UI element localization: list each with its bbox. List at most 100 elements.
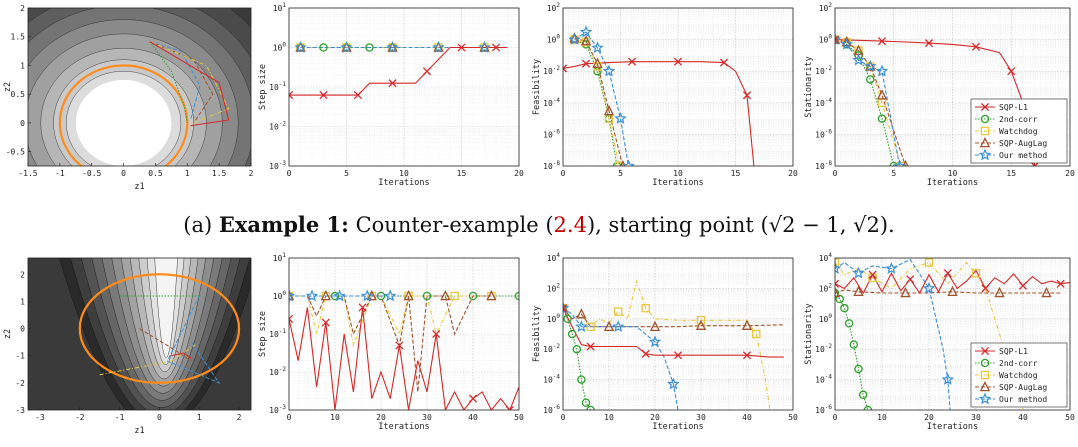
contour-fill [28, 8, 251, 166]
series-marker-SQP-L1 [673, 57, 683, 66]
trajectory-Watchdog [149, 41, 230, 124]
series-marker-SQP-L1 [1018, 281, 1028, 290]
y-tick-label: 10-6 [815, 404, 832, 415]
y-tick-label: 10-1 [269, 328, 286, 339]
series-marker-SQP-AugLag [433, 41, 444, 52]
series-marker-Our method [602, 64, 616, 77]
x-tick-label: 10 [948, 169, 958, 178]
y-tick-label: 104 [819, 252, 833, 263]
y-tick-label: 100 [547, 34, 561, 45]
series-line-Our method [835, 258, 951, 410]
x-axis-label: z1 [134, 426, 144, 436]
series-marker-SQP-L1 [981, 284, 990, 293]
y-tick-label: 104 [547, 252, 561, 263]
series-marker-Our method [840, 37, 854, 50]
series-marker-SQP-L1 [388, 79, 397, 88]
series-marker-SQP-L1 [491, 43, 501, 52]
x-tick-label: 50 [1065, 413, 1075, 422]
x-tick-label: 20 [514, 169, 524, 178]
series-marker-Watchdog [586, 322, 595, 331]
legend-label: 2nd-corr [999, 359, 1038, 368]
series-marker-Watchdog [613, 307, 623, 316]
series-marker-SQP-AugLag [741, 319, 753, 330]
y-tick-label: 102 [819, 2, 833, 13]
series-marker-SQP-L1 [289, 314, 294, 323]
series-marker-Our method [885, 262, 898, 274]
series-marker-Our method [922, 281, 936, 294]
series-marker-SQP-L1 [289, 91, 294, 100]
trajectory-SQP-AugLag [139, 328, 192, 362]
series-marker-Our method [294, 40, 307, 53]
y-axis-label: Stationarity [804, 303, 814, 364]
contour-level [154, 258, 178, 358]
series-line-SQP-AugLag [835, 39, 907, 166]
contour-panel-r1c1: -1.5 -1 -0.5 0 0.5 1 1.5 2 -0.5 0 0.5 1 1.5 2 z1 z2 [3, 4, 254, 192]
y-tick-label: 1.5 [11, 33, 26, 42]
x-tick-label: 10 [877, 413, 887, 422]
series-marker-SQP-AugLag [563, 302, 569, 313]
plot-frame [834, 257, 1071, 411]
y-tick-label: 10-1 [269, 81, 286, 92]
y-tick-label: 2 [20, 270, 25, 279]
series-marker-2nd-corr [840, 303, 849, 313]
series-marker-Watchdog [751, 329, 761, 339]
series-marker-Watchdog [450, 291, 459, 301]
x-tick-label: 15 [457, 169, 467, 178]
series-line-SQP-L1 [835, 269, 1070, 295]
series-marker-SQP-L1 [971, 42, 981, 51]
series-marker-Watchdog [971, 268, 981, 278]
series-line-Our method [574, 31, 630, 166]
caption-example-1: (a) Example 1: Counter-example (2.4), st… [183, 212, 895, 237]
x-tick-label: 10 [330, 413, 340, 422]
x-tick-label: 30 [971, 413, 981, 422]
x-tick-label: 30 [422, 413, 432, 422]
series-marker-SQP-L1 [395, 341, 404, 350]
series-marker-Our method [289, 289, 296, 302]
x-tick-label: 0 [287, 169, 292, 178]
x-tick-label: -3 [35, 413, 45, 422]
y-axis-label: Step size [258, 311, 268, 357]
series-marker-Our method [563, 301, 570, 314]
x-tick-label: -2 [75, 413, 85, 422]
series-marker-SQP-L1 [321, 318, 330, 327]
series-marker-Our method [478, 40, 491, 53]
y-tick-label: -2 [15, 379, 25, 388]
series-marker-2nd-corr [319, 43, 328, 52]
series-marker-SQP-L1 [719, 58, 729, 67]
series-marker-2nd-corr [330, 291, 340, 301]
series-marker-2nd-corr [854, 364, 863, 374]
series-marker-SQP-AugLag [440, 289, 451, 301]
x-tick-label: 15 [1006, 169, 1016, 178]
series-marker-Our method [614, 112, 627, 124]
x-tick-label: -1 [115, 413, 125, 422]
x-tick-label: 20 [788, 169, 798, 178]
legend-label: SQP-AugLag [999, 139, 1047, 148]
x-tick-label: 15 [731, 169, 741, 178]
series-marker-Our method [852, 53, 865, 66]
trajectory-SQP-L1 [171, 352, 192, 359]
log-panel-r2c4: 0 10 20 30 40 50 10-6 10-4 10-2 100 102 104 Iteratio… [804, 252, 1075, 432]
series-line-2nd-corr [574, 39, 618, 166]
x-tick-label: 20 [376, 413, 386, 422]
x-tick-label: 0 [561, 169, 566, 178]
series-marker-SQP-L1 [877, 37, 887, 46]
y-tick-label: 10-2 [269, 121, 286, 132]
series-marker-SQP-AugLag [486, 289, 497, 301]
series-marker-Our method [835, 262, 842, 274]
series-marker-Our method [875, 64, 889, 77]
y-axis-label: Feasibility [532, 306, 542, 362]
series-line-SQP-L1 [563, 307, 784, 358]
series-marker-2nd-corr [849, 340, 859, 349]
y-tick-label: 0 [20, 325, 25, 334]
plot-frame [562, 257, 794, 411]
series-marker-Our method [893, 159, 906, 166]
x-tick-label: 40 [468, 413, 478, 422]
series-marker-Watchdog [696, 316, 706, 325]
series-marker-Our method [305, 289, 319, 302]
series-marker-2nd-corr [514, 291, 519, 301]
legend-label: SQP-L1 [999, 347, 1028, 356]
log-panel-r1c3: 0 5 10 15 20 10-8 10-6 10-4 10-2 100 102 Iterations… [532, 2, 798, 188]
y-tick-label: 102 [547, 2, 561, 13]
plot-frame [562, 7, 794, 167]
legend-label: SQP-L1 [999, 103, 1028, 112]
